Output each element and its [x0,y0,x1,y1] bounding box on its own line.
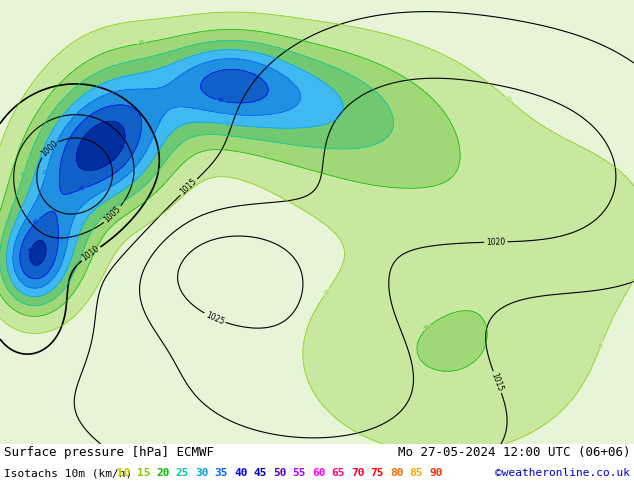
Text: 15: 15 [323,287,331,296]
Text: 70: 70 [351,468,365,478]
Text: Mo 27-05-2024 12:00 UTC (06+06): Mo 27-05-2024 12:00 UTC (06+06) [398,446,630,459]
Text: 15: 15 [136,468,150,478]
Text: 15: 15 [504,95,513,104]
Text: 30: 30 [223,122,231,127]
Text: 55: 55 [292,468,306,478]
Text: 85: 85 [410,468,423,478]
Text: 1015: 1015 [179,177,199,197]
Text: 1005: 1005 [103,205,123,225]
Text: ©weatheronline.co.uk: ©weatheronline.co.uk [495,468,630,478]
Text: 40: 40 [234,468,247,478]
Text: 35: 35 [43,167,50,175]
Text: 1025: 1025 [204,310,225,326]
Text: 20: 20 [423,323,432,332]
Text: 1020: 1020 [486,237,505,247]
Text: 50: 50 [273,468,287,478]
Text: 80: 80 [390,468,403,478]
Text: 45: 45 [27,245,35,253]
Text: 20: 20 [156,468,169,478]
Text: 45: 45 [254,468,267,478]
Text: 75: 75 [370,468,384,478]
Text: 65: 65 [332,468,345,478]
Text: 25: 25 [20,169,27,177]
Text: 15: 15 [598,341,605,349]
Text: 40: 40 [32,218,41,226]
Text: 45: 45 [120,142,127,150]
Text: 35: 35 [214,468,228,478]
Text: 1015: 1015 [489,371,505,392]
Text: Isotachs 10m (km/h): Isotachs 10m (km/h) [4,468,133,478]
Text: 60: 60 [312,468,325,478]
Text: 25: 25 [176,468,189,478]
Text: 10: 10 [117,468,131,478]
Text: 90: 90 [429,468,443,478]
Text: 40: 40 [217,98,225,104]
Text: 30: 30 [195,468,209,478]
Text: 1000: 1000 [39,139,60,158]
Text: 40: 40 [79,185,87,192]
Text: Surface pressure [hPa] ECMWF: Surface pressure [hPa] ECMWF [4,446,214,459]
Text: 20: 20 [138,40,145,47]
Text: 1010: 1010 [81,245,101,263]
